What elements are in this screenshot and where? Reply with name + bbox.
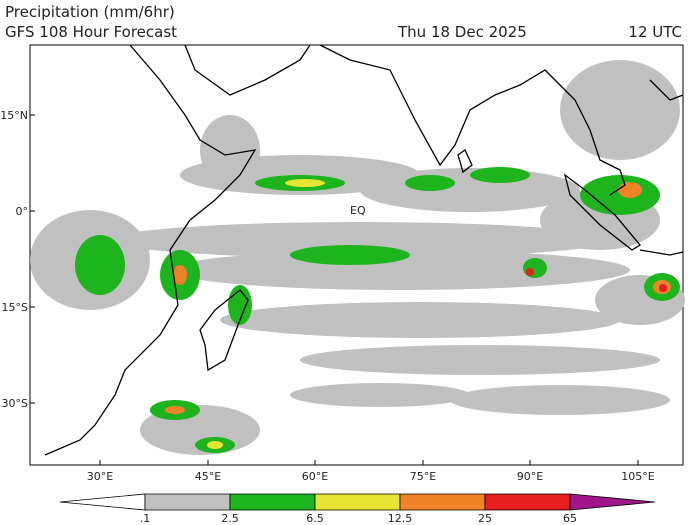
colorbar-label: 25 (478, 512, 492, 525)
lon-label: 45°E (195, 470, 221, 483)
title: Precipitation (mm/6hr) (5, 3, 175, 21)
colorbar: .1 2.5 6.5 12.5 25 65 (59, 493, 656, 525)
precip-field (30, 60, 685, 455)
colorbar-segment (229, 493, 316, 511)
lon-label: 60°E (302, 470, 328, 483)
lon-label: 105°E (621, 470, 654, 483)
colorbar-label: 6.5 (306, 512, 324, 525)
colorbar-segment (59, 493, 146, 511)
coastlines (44, 44, 684, 456)
map: EQ 15°N 0° 15°S 30°S 30°E 45°E 60°E 75°E 90°E 10… (0, 44, 685, 483)
lat-label: 0° (16, 205, 29, 218)
colorbar-segment (144, 493, 231, 511)
lon-label: 90°E (517, 470, 543, 483)
lat-label: 30°S (2, 397, 28, 410)
equator-label: EQ (350, 204, 366, 217)
colorbar-segment (569, 493, 656, 511)
colorbar-label: 2.5 (221, 512, 239, 525)
date: Thu 18 Dec 2025 (397, 23, 527, 41)
lon-axis: 30°E 45°E 60°E 75°E 90°E 105°E (87, 460, 655, 483)
lon-label: 75°E (410, 470, 436, 483)
colorbar-label: 12.5 (388, 512, 413, 525)
lat-label: 15°S (2, 301, 28, 314)
lat-label: 15°N (0, 109, 28, 122)
lat-axis: 15°N 0° 15°S 30°S (0, 109, 35, 410)
colorbar-label: 65 (563, 512, 577, 525)
subtitle: GFS 108 Hour Forecast (5, 23, 177, 41)
colorbar-segment (484, 493, 571, 511)
colorbar-segment (399, 493, 486, 511)
colorbar-segment (314, 493, 401, 511)
time: 12 UTC (628, 23, 682, 41)
lon-label: 30°E (87, 470, 113, 483)
colorbar-label: .1 (140, 512, 151, 525)
